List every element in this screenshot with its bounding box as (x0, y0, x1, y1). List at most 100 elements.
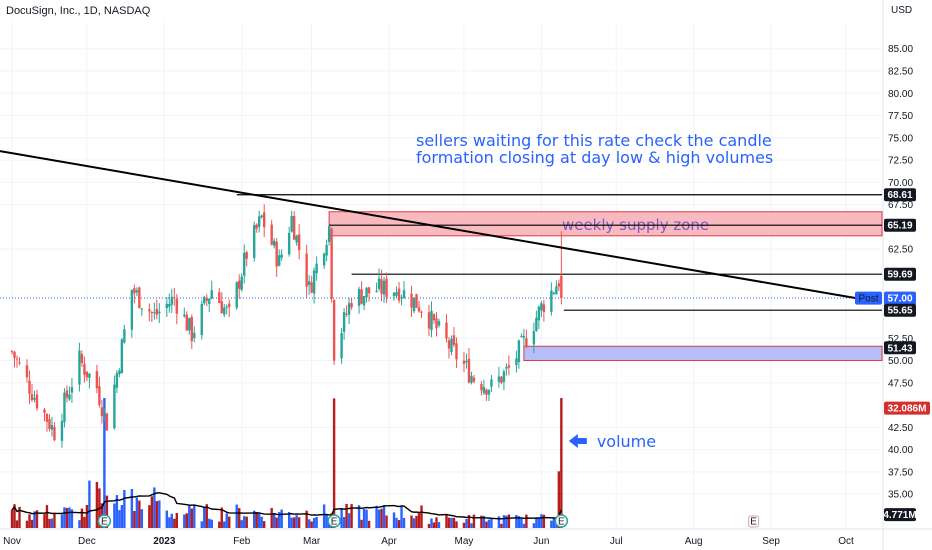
volume-bar (53, 512, 56, 528)
y-tick-label: 70.00 (888, 178, 913, 189)
volume-bar (238, 508, 241, 528)
candle-body (550, 290, 553, 312)
candles (10, 204, 563, 448)
post-tag-bg (855, 291, 882, 305)
volume-bar (28, 514, 31, 528)
volume-bar (200, 521, 203, 528)
volume-bar (490, 517, 493, 528)
volume-bar (277, 512, 281, 528)
volume-bar (380, 508, 383, 528)
y-tick-label: 72.50 (888, 156, 913, 167)
future-earnings-icon (748, 515, 760, 528)
candle-body (258, 216, 261, 227)
candle-body (80, 354, 84, 364)
candle-body (188, 318, 191, 331)
volume-bar (193, 504, 196, 528)
earnings-marker-icon (554, 514, 569, 528)
candle-body (487, 389, 491, 395)
candle-body (305, 253, 308, 287)
candle-body (260, 215, 263, 218)
candle-body (410, 293, 413, 308)
candle-body (485, 389, 488, 395)
x-tick-label: Sep (762, 536, 780, 547)
volume-bar (487, 519, 491, 528)
candle-body (165, 303, 169, 309)
volume-bar (203, 506, 206, 528)
volume-bar (130, 489, 134, 528)
y-tick-label: 67.50 (888, 200, 913, 211)
candle-body (490, 379, 493, 387)
volume-bar (350, 504, 353, 528)
volume-bar (497, 516, 501, 528)
volume-bar (272, 512, 276, 528)
x-axis: Nov Dec 2023 Feb Mar Apr May Jun Jul Aug Sep Oct (3, 536, 854, 547)
candle-body (155, 308, 159, 315)
volume-bar (482, 515, 486, 528)
volume-bar (445, 514, 448, 528)
candle-body (183, 314, 186, 317)
annotations: sellers waiting for this rate check the … (97, 131, 773, 528)
price-tag-text: 59.69 (887, 270, 912, 281)
price-tag-bg (884, 218, 916, 232)
volume-bar (210, 519, 213, 528)
candle-body (277, 255, 281, 266)
volume-bar (15, 520, 19, 528)
candle-body (148, 309, 151, 312)
price-tag-bg (884, 267, 916, 281)
volume-bar (88, 480, 91, 528)
candle-body (465, 360, 468, 363)
candle-body (70, 387, 74, 393)
volume-bar (45, 505, 49, 528)
x-tick-label: Dec (78, 536, 96, 547)
volume-bar (447, 517, 451, 528)
candle-body (380, 279, 383, 294)
candle-body (542, 304, 546, 313)
candle-body (175, 299, 179, 314)
volume-bar (120, 505, 124, 528)
candle-body (123, 329, 126, 343)
candle-body (435, 318, 438, 329)
volume-bar (420, 505, 423, 528)
volume-bar (432, 522, 436, 528)
candle-body (505, 367, 508, 369)
x-tick-label: Jul (610, 536, 623, 547)
candle-body (138, 287, 141, 308)
volume-bar (63, 507, 66, 528)
volume-bar (485, 521, 488, 528)
candle-body (50, 424, 54, 430)
candle-body (297, 234, 301, 251)
volume-bar (253, 510, 256, 528)
price-tag-bg (884, 291, 916, 305)
volume-bar (535, 518, 538, 528)
candle-body (452, 335, 456, 345)
volume-bar (243, 516, 246, 528)
volume-bar (362, 508, 366, 528)
candle-body (83, 363, 86, 375)
candle-body (365, 287, 368, 298)
candle-body (472, 377, 476, 382)
candle-body (45, 413, 49, 422)
horizontal-levels (0, 194, 882, 311)
volume-bar (83, 516, 86, 528)
volume-bar (542, 514, 546, 528)
trendline-line (0, 150, 857, 300)
y-tick-label: 77.50 (888, 111, 913, 122)
candle-body (115, 373, 119, 388)
candle-body (65, 390, 69, 398)
candle-body (502, 371, 506, 382)
volume-bar (462, 522, 466, 528)
volume-bar (377, 509, 381, 528)
volume-bar (170, 513, 174, 528)
candle-body (53, 426, 56, 441)
candle-body (327, 226, 331, 242)
volume-bar (520, 518, 523, 528)
volume-bar (158, 500, 161, 528)
candle-body (43, 409, 46, 413)
candle-body (18, 362, 21, 364)
candle-body (350, 303, 353, 308)
candle-body (340, 333, 343, 359)
candle-body (225, 306, 228, 308)
volume-bar (515, 514, 518, 528)
currency-label: USD (891, 5, 912, 16)
